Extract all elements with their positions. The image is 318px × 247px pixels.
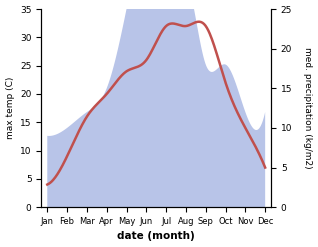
X-axis label: date (month): date (month) — [117, 231, 195, 242]
Y-axis label: med. precipitation (kg/m2): med. precipitation (kg/m2) — [303, 47, 313, 169]
Y-axis label: max temp (C): max temp (C) — [5, 77, 15, 139]
